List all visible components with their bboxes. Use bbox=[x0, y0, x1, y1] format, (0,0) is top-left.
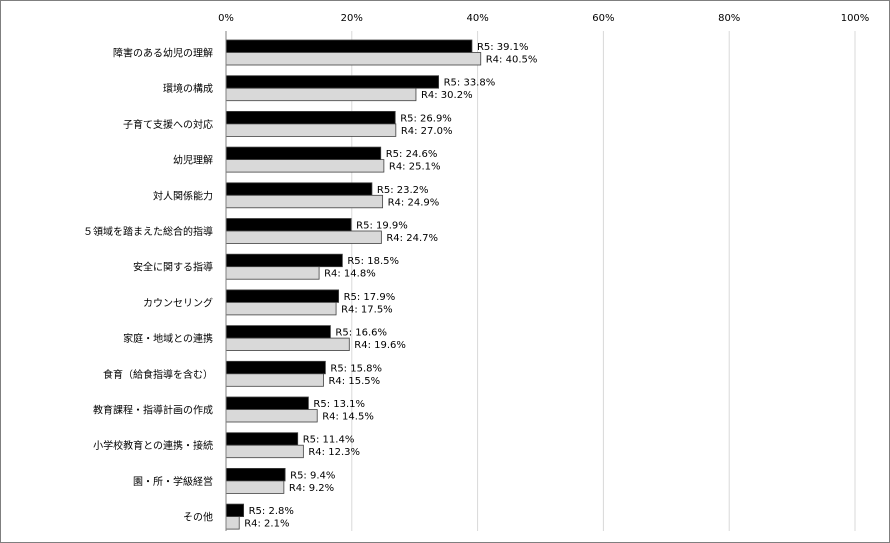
x-axis-ticks: 0% 20% 40% 60% 80% 100% bbox=[218, 13, 869, 24]
data-label: R4: 2.1% bbox=[244, 519, 289, 530]
category-label: その他 bbox=[183, 511, 213, 524]
category-label: 安全に関する指導 bbox=[133, 261, 213, 274]
bar-r5 bbox=[225, 503, 245, 518]
bars bbox=[225, 39, 482, 530]
bar-r5 bbox=[225, 218, 352, 232]
data-label: R4: 24.9% bbox=[388, 197, 440, 208]
bar-r4 bbox=[225, 123, 397, 137]
x-tick-label: 100% bbox=[841, 13, 870, 24]
data-label: R5: 2.8% bbox=[249, 506, 294, 517]
category-label: 教育課程・指導計画の作成 bbox=[93, 404, 213, 417]
bar-r4 bbox=[225, 194, 384, 209]
data-label: R4: 25.1% bbox=[389, 162, 441, 173]
data-label: R5: 19.9% bbox=[356, 221, 408, 232]
bar-r4 bbox=[225, 52, 482, 66]
category-label: カウンセリング bbox=[143, 296, 213, 309]
bar-r5 bbox=[225, 39, 473, 53]
data-label: R4: 15.5% bbox=[328, 376, 380, 387]
data-label: R5: 18.5% bbox=[347, 256, 399, 267]
category-label: 子育て支援への対応 bbox=[123, 118, 213, 131]
data-label: R5: 26.9% bbox=[400, 113, 452, 124]
bar-r4 bbox=[225, 444, 304, 459]
bar-r5 bbox=[225, 360, 326, 375]
data-label: R4: 14.5% bbox=[322, 412, 374, 423]
x-tick-label: 40% bbox=[466, 13, 488, 24]
bar-r5 bbox=[225, 253, 343, 268]
data-label: R5: 24.6% bbox=[386, 149, 438, 160]
category-label: 家庭・地域との連携 bbox=[123, 332, 213, 345]
bar-r5 bbox=[225, 111, 396, 125]
bar-r4 bbox=[225, 230, 382, 244]
bar-r4 bbox=[225, 373, 324, 387]
data-label: R4: 17.5% bbox=[341, 304, 393, 315]
x-tick-label: 80% bbox=[718, 13, 740, 24]
category-label: 障害のある幼児の理解 bbox=[113, 47, 213, 60]
bar-r5 bbox=[225, 432, 299, 446]
category-label: ５領域を踏まえた総合的指導 bbox=[83, 225, 213, 238]
x-tick-label: 0% bbox=[218, 13, 234, 24]
data-label: R4: 12.3% bbox=[308, 447, 360, 458]
bar-r4 bbox=[225, 337, 350, 352]
category-label: 環境の構成 bbox=[163, 82, 213, 95]
data-label: R4: 27.0% bbox=[401, 126, 453, 137]
x-tick-label: 60% bbox=[592, 13, 614, 24]
bar-r4 bbox=[225, 516, 240, 530]
data-label: R5: 33.8% bbox=[444, 78, 496, 89]
category-label: 小学校教育との連携・接続 bbox=[93, 439, 213, 452]
bar-r5 bbox=[225, 146, 382, 161]
bar-r4 bbox=[225, 301, 337, 316]
x-tick-label: 20% bbox=[341, 13, 363, 24]
bar-r4 bbox=[225, 409, 318, 423]
data-label: R4: 24.7% bbox=[386, 233, 438, 244]
bar-r5 bbox=[225, 182, 373, 196]
data-label: R4: 19.6% bbox=[354, 340, 406, 351]
category-label: 対人関係能力 bbox=[153, 189, 213, 202]
gridlines bbox=[351, 31, 856, 531]
data-label: R5: 23.2% bbox=[377, 185, 429, 196]
bar-r4 bbox=[225, 87, 417, 102]
data-label: R5: 16.6% bbox=[335, 328, 387, 339]
category-label: 食育（給食指導を含む） bbox=[103, 368, 213, 381]
bar-r4 bbox=[225, 266, 320, 280]
bar-r5 bbox=[225, 75, 440, 89]
category-label: 園・所・学級経営 bbox=[133, 475, 213, 488]
category-label: 幼児理解 bbox=[173, 154, 213, 167]
bar-r5 bbox=[225, 289, 339, 303]
bar-r5 bbox=[225, 325, 331, 339]
data-label: R5: 11.4% bbox=[303, 435, 355, 446]
bar-r4 bbox=[225, 480, 285, 494]
data-label: R4: 14.8% bbox=[324, 269, 376, 280]
data-label: R5: 17.9% bbox=[344, 292, 396, 303]
data-label: R4: 9.2% bbox=[289, 483, 334, 494]
bar-r5 bbox=[225, 467, 286, 482]
data-label: R5: 15.8% bbox=[330, 363, 382, 374]
data-label: R5: 9.4% bbox=[290, 470, 335, 481]
data-labels: R5: 39.1% R4: 40.5% R5: 33.8%R4: 30.2% R5: … bbox=[244, 42, 537, 530]
data-label: R5: 39.1% bbox=[477, 42, 529, 53]
bar-r5 bbox=[225, 396, 309, 410]
data-label: R4: 30.2% bbox=[421, 90, 473, 101]
bar-r4 bbox=[225, 159, 385, 173]
data-label: R5: 13.1% bbox=[313, 399, 365, 410]
data-label: R4: 40.5% bbox=[486, 55, 538, 66]
